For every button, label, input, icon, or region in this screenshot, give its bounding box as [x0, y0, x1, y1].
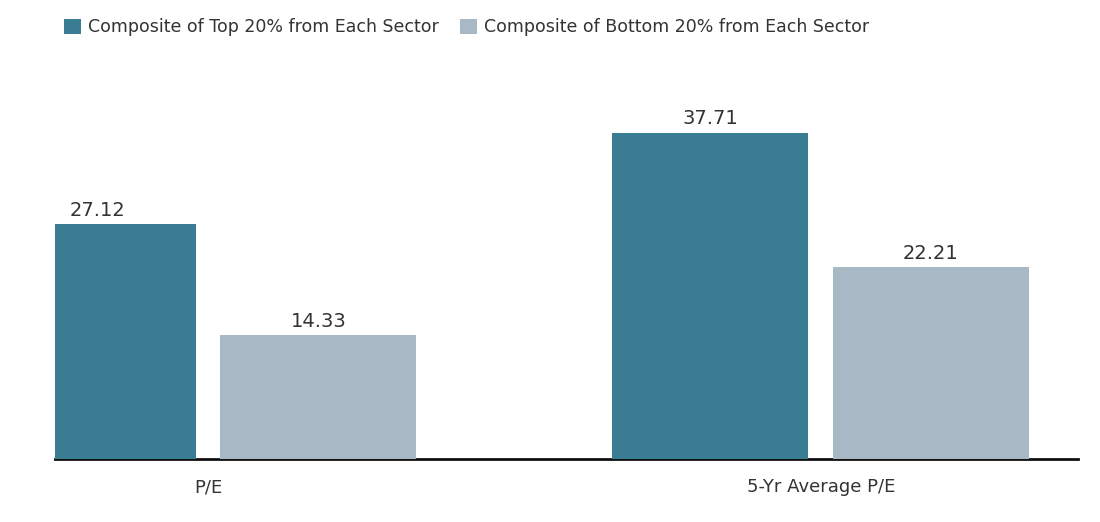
Text: 14.33: 14.33	[290, 312, 346, 331]
Bar	[613, 133, 808, 459]
Text: 37.71: 37.71	[683, 110, 738, 128]
Bar	[220, 335, 417, 459]
Legend: Composite of Top 20% from Each Sector, Composite of Bottom 20% from Each Sector: Composite of Top 20% from Each Sector, C…	[64, 18, 869, 37]
Text: 22.21: 22.21	[903, 244, 959, 263]
Bar	[0, 224, 196, 459]
Bar	[833, 267, 1028, 459]
Text: 27.12: 27.12	[70, 201, 125, 220]
